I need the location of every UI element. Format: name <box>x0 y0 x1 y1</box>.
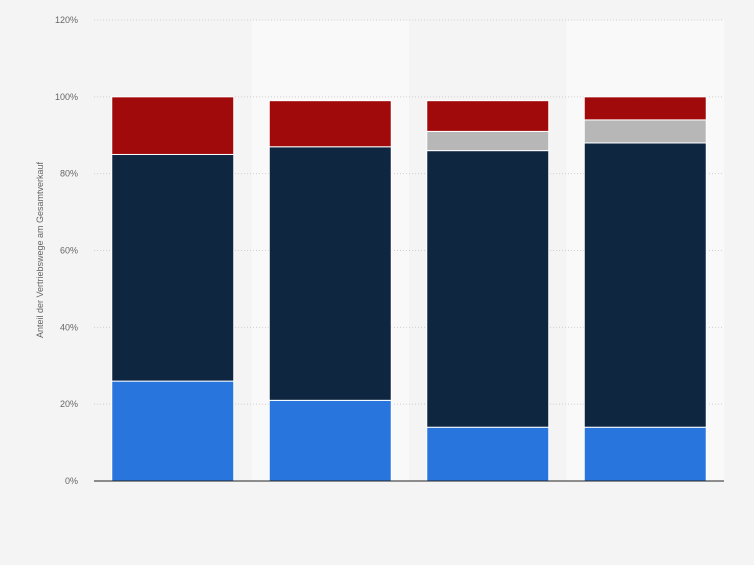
bar-segment-c3-s3[interactable] <box>426 130 550 152</box>
bar-segment-c2-s2[interactable] <box>268 146 392 401</box>
bar-segment-c2-s1[interactable] <box>268 399 392 482</box>
y-tick-label: 100% <box>55 92 78 102</box>
bar-segment-c3-s4[interactable] <box>426 100 550 132</box>
y-tick-label: 40% <box>60 322 78 332</box>
y-tick-label: 60% <box>60 246 78 256</box>
y-axis-label: Anteil der Vertriebswege am Gesamtverkau… <box>35 161 45 338</box>
bar-segment-c4-s4[interactable] <box>583 96 707 121</box>
bar-segment-c3-s2[interactable] <box>426 150 550 428</box>
bar-segment-c4-s2[interactable] <box>583 142 707 428</box>
y-tick-label: 20% <box>60 399 78 409</box>
y-tick-label: 120% <box>55 15 78 25</box>
bar-segment-c4-s3[interactable] <box>583 119 707 144</box>
bar-segment-c4-s1[interactable] <box>583 426 707 482</box>
axes: 0% 20% 40% 60% 80% 100% 120% <box>55 15 724 486</box>
bar-segment-c3-s1[interactable] <box>426 426 550 482</box>
y-tick-label: 80% <box>60 169 78 179</box>
bars <box>111 96 707 482</box>
bar-segment-c1-s1[interactable] <box>111 380 235 482</box>
bar-segment-c2-s4[interactable] <box>268 100 392 148</box>
bar-segment-c1-s2[interactable] <box>111 153 235 382</box>
bar-segment-c1-s4[interactable] <box>111 96 235 155</box>
y-tick-label: 0% <box>65 476 78 486</box>
